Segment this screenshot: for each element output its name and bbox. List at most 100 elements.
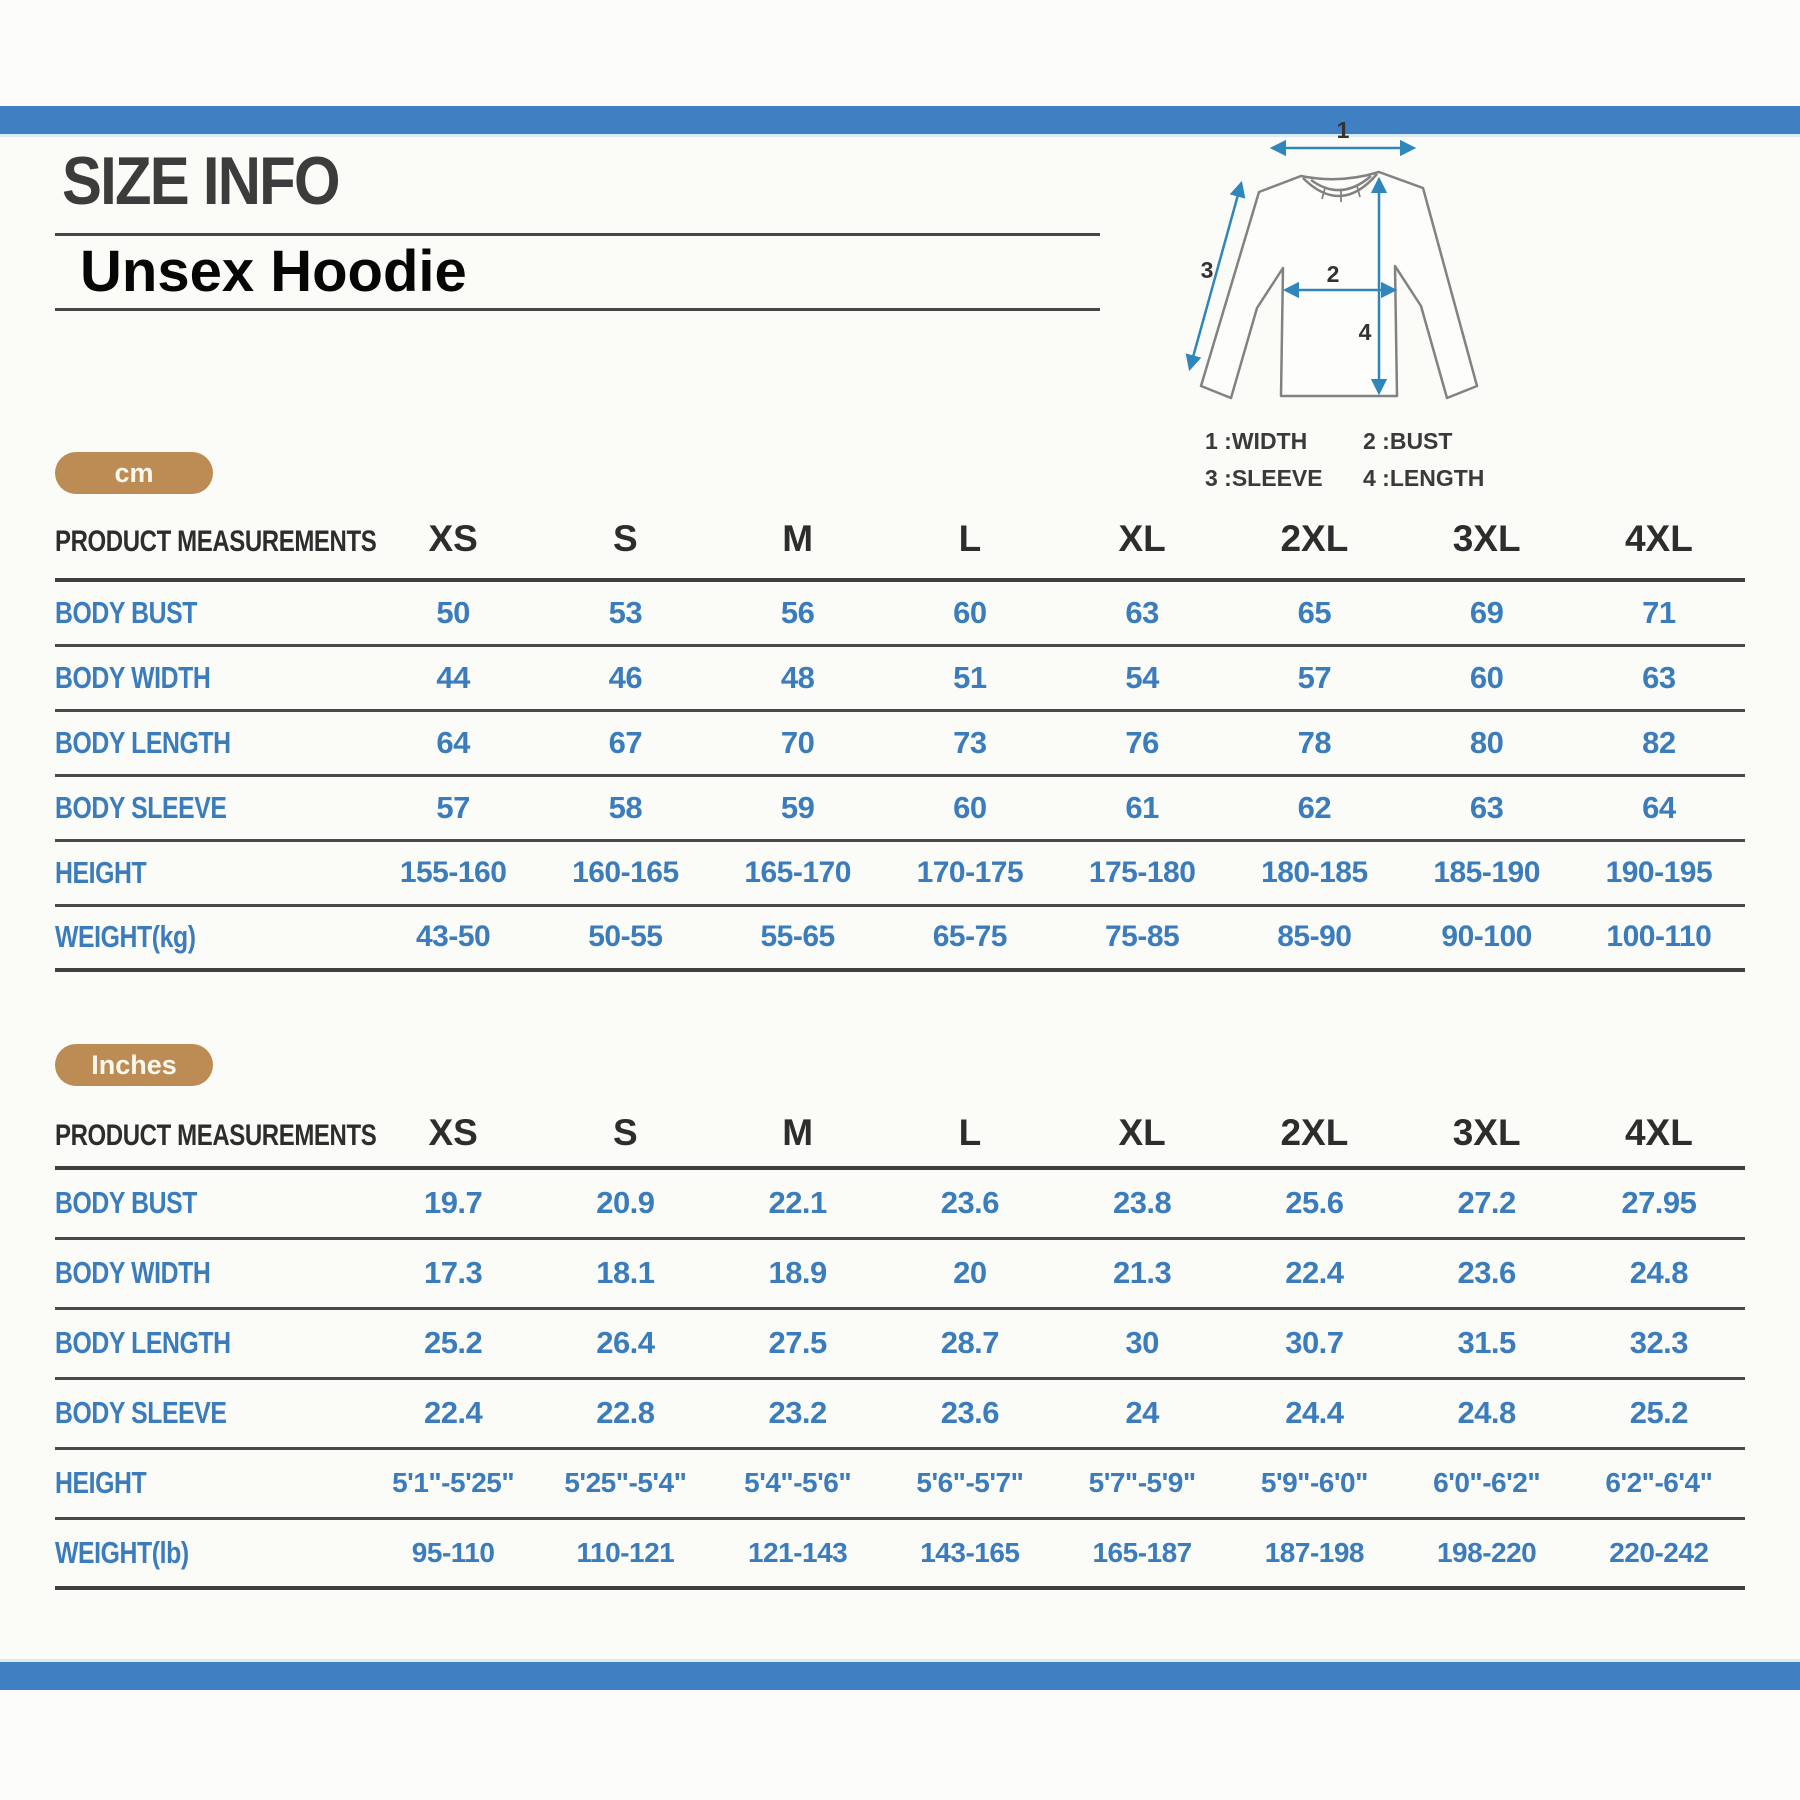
cell: 63 [1469,789,1504,825]
cell: 85-90 [1277,920,1352,954]
cell: 46 [608,659,643,695]
measurement-arrows [1185,139,1417,396]
cell: 44 [436,659,470,695]
size-col-m: M [711,1100,884,1170]
cell: 121-143 [747,1536,848,1568]
cell: 70 [780,724,815,760]
cell: 143-165 [920,1536,1020,1568]
marker-1: 1 [1337,118,1350,143]
cell: 170-175 [916,855,1024,889]
cell: 95-110 [411,1536,495,1568]
table-row: HEIGHT 5'1"-5'25" 5'25"-5'4" 5'4"-5'6" 5… [55,1448,1745,1518]
cell: 50 [436,594,470,630]
size-col-l: L [883,500,1056,582]
table-row: BODY LENGTH 25.2 26.4 27.5 28.7 30 30.7 … [55,1308,1745,1378]
size-col-xl: XL [1056,500,1229,582]
cell: 24.4 [1285,1395,1344,1430]
cell: 20 [953,1255,987,1290]
cell: 24.8 [1457,1395,1516,1430]
cell: 23.6 [1457,1255,1516,1290]
table-row: BODY BUST 19.7 20.9 22.1 23.6 23.8 25.6 … [55,1168,1745,1238]
cell: 54 [1125,659,1159,695]
size-col-4xl: 4XL [1572,500,1745,582]
cell: 24.8 [1629,1255,1689,1290]
cell: 60 [1469,659,1504,695]
cell: 61 [1125,789,1159,825]
sleeve-arrow [1185,180,1246,372]
cell: 110-121 [576,1536,675,1568]
cm-size-table: PRODUCT MEASUREMENTS XS S M L XL 2XL 3XL… [55,500,1745,972]
cell: 60 [953,594,987,630]
size-col-s: S [539,1100,712,1170]
table-row: WEIGHT(lb) 95-110 110-121 121-143 143-16… [55,1518,1745,1588]
hoodie-measurement-diagram-icon: 1 2 3 4 [1185,118,1479,400]
size-col-s: S [539,500,712,582]
cell: 82 [1642,724,1676,760]
row-label: BODY SLEEVE [55,1395,227,1430]
cell: 51 [953,659,987,695]
cell: 57 [1297,659,1332,695]
cell: 22.4 [1285,1255,1344,1290]
cell: 180-185 [1261,855,1368,889]
size-col-2xl: 2XL [1228,1100,1401,1170]
bottom-accent-bar [0,1662,1800,1690]
cell: 23.6 [940,1395,1000,1430]
row-label: WEIGHT(kg) [55,919,196,955]
legend-length: 4 :LENGTH [1363,465,1485,491]
cell: 5'9"-6'0" [1260,1467,1368,1498]
arrow-labels: 1 2 3 4 [1201,118,1372,345]
cell: 62 [1297,789,1332,825]
cell: 5'25"-5'4" [564,1467,687,1498]
cell: 56 [780,594,815,630]
inches-header-row: PRODUCT MEASUREMENTS XS S M L XL 2XL 3XL… [55,1100,1745,1170]
table-row: HEIGHT 155-160 160-165 165-170 170-175 1… [55,840,1745,905]
cell: 27.2 [1457,1185,1516,1221]
cell: 22.8 [596,1395,655,1430]
cell: 78 [1297,724,1332,760]
cell: 25.6 [1285,1185,1344,1221]
cell: 65-75 [932,920,1008,954]
cell: 73 [953,724,987,760]
page-title: SIZE INFO [62,143,340,219]
size-col-4xl: 4XL [1572,1100,1745,1170]
cell: 27.95 [1621,1185,1697,1221]
measure-header: PRODUCT MEASUREMENTS [55,1119,377,1152]
table-row: BODY WIDTH 17.3 18.1 18.9 20 21.3 22.4 2… [55,1238,1745,1308]
cell: 63 [1125,594,1159,630]
cell: 6'0"-6'2" [1433,1467,1541,1498]
cell: 48 [780,659,815,695]
cell: 31.5 [1457,1325,1516,1360]
cell: 100-110 [1606,920,1712,954]
cell: 50-55 [588,920,663,954]
unit-badge-inches: Inches [55,1044,213,1086]
row-label: BODY LENGTH [55,724,231,760]
cell: 65 [1297,594,1332,630]
top-margin [0,0,1800,106]
top-accent-bar [0,106,1800,134]
marker-4: 4 [1359,319,1372,345]
row-label: WEIGHT(lb) [55,1534,189,1570]
cell: 64 [436,724,470,760]
legend-width: 1 :WIDTH [1205,428,1308,454]
row-label: BODY BUST [55,1185,198,1221]
table-row: BODY WIDTH 44 46 48 51 54 57 60 63 [55,645,1745,710]
size-col-xl: XL [1056,1100,1229,1170]
legend-sleeve: 3 :SLEEVE [1205,465,1323,491]
size-col-3xl: 3XL [1400,1100,1573,1170]
cell: 30 [1125,1325,1159,1360]
cell: 220-242 [1609,1536,1709,1568]
marker-2: 2 [1327,261,1340,287]
cell: 64 [1642,789,1676,825]
cell: 185-190 [1433,855,1540,889]
cell: 57 [436,789,470,825]
cell: 21.3 [1112,1255,1172,1290]
cell: 59 [780,789,815,825]
divider-line [55,233,1100,236]
table-row: BODY SLEEVE 22.4 22.8 23.2 23.6 24 24.4 … [55,1378,1745,1448]
cell: 53 [608,594,643,630]
cell: 18.1 [596,1255,655,1290]
unit-badge-cm: cm [55,452,213,494]
measure-header: PRODUCT MEASUREMENTS [55,525,377,558]
cell: 63 [1642,659,1676,695]
